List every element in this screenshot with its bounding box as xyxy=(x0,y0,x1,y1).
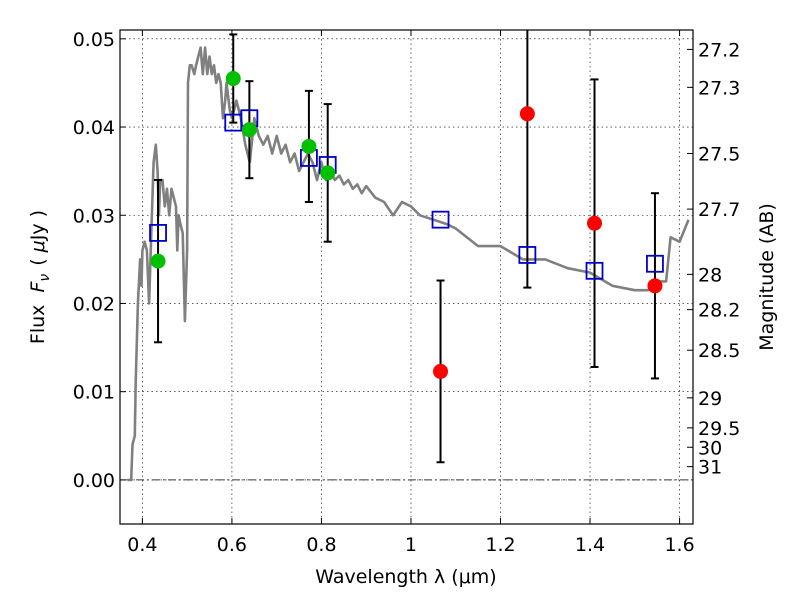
y-tick-label: 0.00 xyxy=(73,470,115,492)
mag-tick-label: 27.7 xyxy=(698,199,740,221)
y-tick-label: 0.02 xyxy=(73,293,115,315)
x-tick-label: 0.8 xyxy=(306,534,336,556)
model-flux-square xyxy=(518,246,537,264)
model-flux-square xyxy=(585,261,604,280)
mag-tick-label: 28 xyxy=(698,264,722,286)
observed-flux-point xyxy=(647,278,663,294)
mag-tick-label: 29.5 xyxy=(698,418,740,440)
x-tick-label: 0.6 xyxy=(217,534,247,556)
y-axis: 0.00 0.01 0.02 0.03 0.04 0.05 xyxy=(73,29,126,492)
observed-flux-point xyxy=(587,215,603,231)
y-axis-label: Flux Fν ( μJy ) xyxy=(27,210,53,344)
observed-flux-point xyxy=(150,253,166,269)
observed-flux-point xyxy=(320,165,336,181)
x-tick-label: 1.4 xyxy=(575,534,605,556)
mag-tick-label: 31 xyxy=(698,457,722,479)
mag-tick-label: 27.3 xyxy=(698,77,740,99)
observed-flux-point xyxy=(225,71,241,87)
x-tick-label: 1.6 xyxy=(664,534,694,556)
observed-flux-point xyxy=(301,138,317,154)
y-tick-label: 0.05 xyxy=(73,29,115,51)
y-axis-label-unit: Jy ) xyxy=(27,210,49,241)
plot-area xyxy=(120,30,693,524)
series-layer xyxy=(127,30,690,482)
mag-tick-label: 28.5 xyxy=(698,340,740,362)
mag-tick-label: 30 xyxy=(698,437,722,459)
model-flux-square xyxy=(431,210,450,229)
observed-flux-point xyxy=(433,363,449,379)
observed-flux-point xyxy=(519,106,535,122)
mag-tick-label: 29 xyxy=(698,388,722,410)
y-axis-label-mu: μ xyxy=(27,240,49,253)
y-axis-label-subscript: ν xyxy=(37,274,53,282)
x-axis-label: Wavelength λ (μm) xyxy=(315,566,496,588)
mag-tick-label: 28.2 xyxy=(698,300,740,322)
plot-frame xyxy=(119,29,694,525)
observed-flux-point xyxy=(241,122,257,138)
y-tick-label: 0.03 xyxy=(73,205,115,227)
x-tick-label: 1 xyxy=(405,534,417,556)
mag-tick-label: 27.2 xyxy=(698,39,740,61)
y-tick-label: 0.01 xyxy=(73,382,115,404)
x-tick-label: 0.4 xyxy=(127,534,157,556)
mag-tick-label: 27.5 xyxy=(698,144,740,166)
model-flux-square xyxy=(646,254,664,273)
y-axis-label-symbol: F xyxy=(27,281,49,293)
y-axis-label-flux: Flux xyxy=(27,299,49,345)
x-axis: 0.4 0.6 0.8 1 1.2 1.4 1.6 xyxy=(127,30,695,556)
grid xyxy=(120,30,693,524)
model-flux-square xyxy=(149,223,167,242)
y-tick-label: 0.04 xyxy=(73,117,115,139)
y2-axis-label: Magnitude (AB) xyxy=(756,203,778,351)
y-axis-label-paren: ( xyxy=(27,252,49,265)
x-tick-label: 1.2 xyxy=(485,534,515,556)
